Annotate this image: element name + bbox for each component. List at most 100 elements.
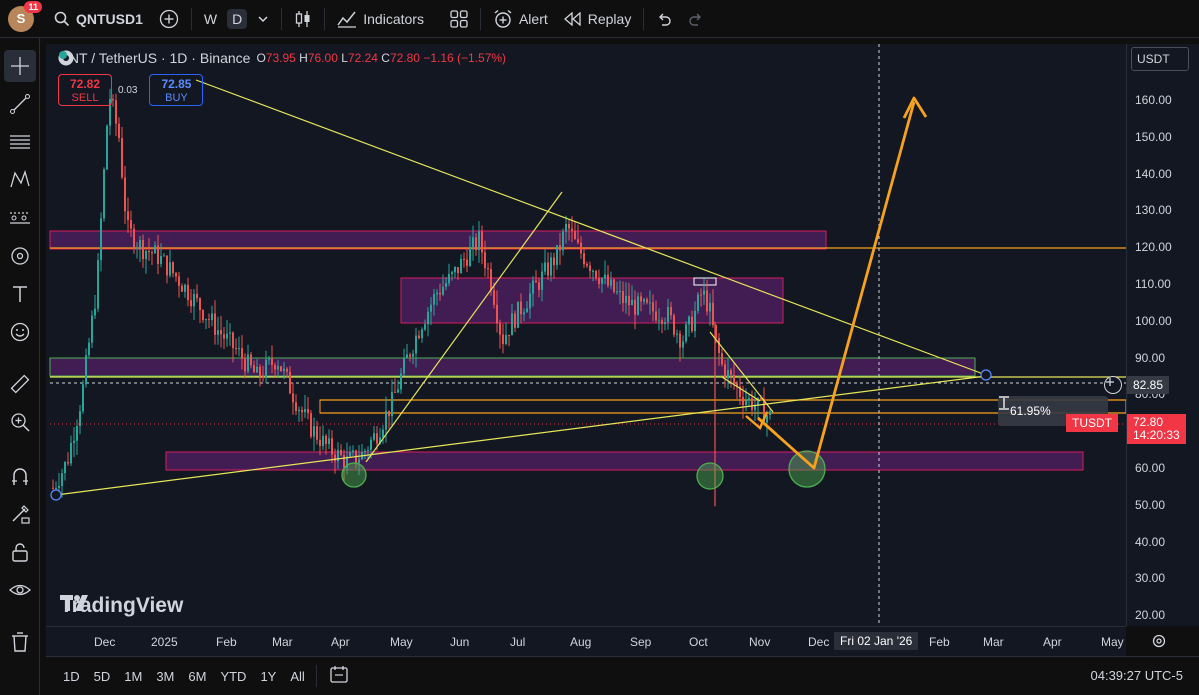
rally-trendline[interactable] (365, 191, 563, 463)
trendline-anchor[interactable] (980, 369, 992, 381)
swing-low-marker[interactable] (696, 462, 724, 490)
undo-button[interactable] (648, 4, 680, 34)
tradingview-logo[interactable]: TradingView (60, 594, 183, 618)
candle-body (376, 433, 378, 444)
range-6m[interactable]: 6M (188, 668, 207, 684)
projection-path[interactable] (757, 101, 916, 470)
text-tool[interactable] (4, 278, 36, 310)
range-1y[interactable]: 1Y (260, 668, 277, 684)
range-all[interactable]: All (290, 668, 305, 684)
channel-lower-line[interactable] (721, 376, 761, 402)
candle-body (79, 411, 81, 427)
pattern-tool[interactable] (4, 164, 36, 196)
price-axis[interactable]: USDT 160.00 150.00 140.00 130.00 120.00 110.0… (1126, 44, 1199, 626)
candle-body (94, 308, 96, 316)
trend-line-tool[interactable] (4, 88, 36, 120)
stay-drawing-tool[interactable] (4, 498, 36, 530)
remove-drawings-tool[interactable] (4, 626, 36, 658)
candle-body (601, 278, 603, 284)
candle-body (247, 354, 249, 372)
chart-type-button[interactable] (286, 4, 320, 34)
time-tick-label: Feb (929, 635, 950, 649)
brush-tool[interactable] (4, 240, 36, 272)
range-ytd[interactable]: YTD (220, 668, 247, 684)
candle-body (286, 368, 288, 372)
symbol-search-button[interactable]: QNTUSD1 (46, 4, 151, 34)
candle-body (166, 255, 168, 276)
crosshair-tool[interactable] (4, 50, 36, 82)
resistance-zone-120[interactable] (49, 230, 827, 250)
time-tick-label: Dec (808, 635, 830, 649)
candle-body (292, 393, 294, 403)
forecast-tool[interactable] (4, 202, 36, 234)
candle-body (589, 265, 591, 272)
price-chart[interactable] (46, 44, 1126, 626)
interval-daily-button[interactable]: D (225, 4, 249, 34)
interval-weekly-button[interactable]: W (203, 10, 218, 27)
hide-drawings-tool[interactable] (4, 574, 36, 606)
trendline-anchor[interactable] (50, 489, 62, 501)
candle-body (496, 304, 498, 324)
candle-body (283, 368, 285, 372)
zoom-tool[interactable] (4, 406, 36, 438)
candle-body (346, 456, 348, 468)
candle-body (730, 370, 732, 375)
interval-dropdown[interactable] (249, 4, 277, 34)
candle-body (214, 313, 216, 335)
buy-button[interactable]: 72.85 BUY (149, 74, 204, 106)
candle-body (163, 255, 165, 257)
price-tick-label: 110.00 (1135, 277, 1171, 291)
emoji-tool[interactable] (4, 316, 36, 348)
candle-body (307, 409, 309, 414)
time-tick-label: Sep (630, 635, 652, 649)
range-1d[interactable]: 1D (63, 668, 80, 684)
symbol-title[interactable]: QNT / TetherUS · 1D · Binance (58, 50, 251, 66)
date-range-button[interactable] (321, 664, 357, 689)
indicators-button[interactable]: Indicators (329, 4, 432, 34)
add-alert-button[interactable] (1104, 376, 1122, 394)
redo-button[interactable] (680, 4, 712, 34)
channel-upper-line[interactable] (709, 331, 774, 413)
axis-settings-button[interactable] (1151, 633, 1167, 654)
measure-tool[interactable] (4, 368, 36, 400)
candle-body (112, 98, 114, 101)
currency-selector[interactable]: USDT (1131, 47, 1189, 71)
magnet-tool[interactable] (4, 460, 36, 492)
small-box-marker[interactable] (693, 277, 717, 286)
demand-zone-62[interactable] (165, 451, 1084, 471)
alert-button[interactable]: Alert (485, 4, 556, 34)
candle-body (628, 295, 630, 306)
candle-body (406, 354, 408, 358)
orange-band[interactable] (319, 399, 1126, 414)
range-5d[interactable]: 5D (93, 668, 111, 684)
time-tick-label: Nov (749, 635, 771, 649)
fib-tool[interactable] (4, 126, 36, 158)
compare-symbol-button[interactable] (151, 4, 187, 34)
range-3m[interactable]: 3M (156, 668, 175, 684)
support-zone-87[interactable] (49, 357, 976, 377)
ohlc-values: O73.95 H76.00 L72.24 C72.80 −1.16 (−1.57… (256, 51, 506, 65)
calendar-icon (330, 665, 348, 683)
last-symbol-tag: TUSDT (1066, 414, 1118, 432)
clock-timezone[interactable]: 04:39:27 UTC-5 (1090, 668, 1184, 683)
range-1m[interactable]: 1M (124, 668, 143, 684)
ascending-trendline[interactable] (55, 375, 987, 496)
projected-low-marker[interactable] (788, 450, 826, 488)
layout-button[interactable] (442, 4, 476, 34)
price-tick-label: 60.00 (1135, 461, 1166, 475)
swing-low-marker[interactable] (341, 462, 367, 488)
time-axis[interactable]: Dec 2025 Feb Mar Apr May Jun Jul Aug Sep Oct Nov Dec… (46, 626, 1166, 656)
crosshair-date-label: Fri 02 Jan '26 (834, 632, 919, 650)
lock-drawings-tool[interactable] (4, 536, 36, 568)
resistance-zone-105[interactable] (400, 277, 784, 324)
user-avatar[interactable]: S 11 (8, 0, 42, 32)
chart-pane[interactable]: QNT / TetherUS · 1D · Binance O73.95 H76… (46, 44, 1126, 626)
candle-body (598, 278, 600, 284)
descending-trendline[interactable] (195, 79, 987, 376)
sell-button[interactable]: 72.82 SELL (58, 74, 112, 106)
candle-body (373, 433, 375, 440)
replay-button[interactable]: Replay (556, 4, 640, 34)
candle-body (475, 237, 477, 251)
text-icon (13, 286, 27, 302)
candle-body (160, 255, 162, 264)
